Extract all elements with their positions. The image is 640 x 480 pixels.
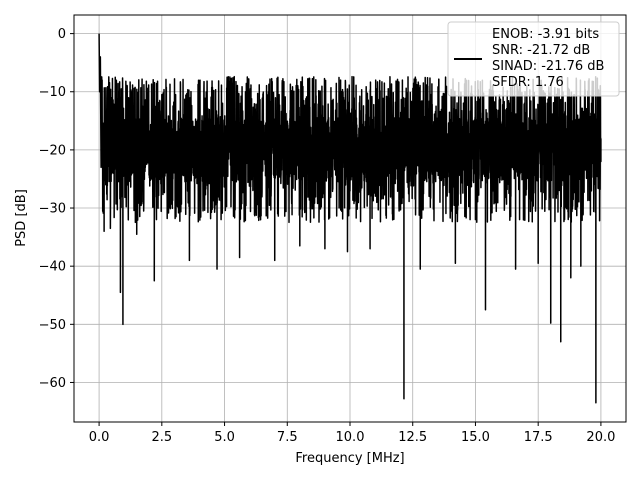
y-tick-label: −20 — [39, 143, 66, 158]
y-tick-label: −50 — [39, 318, 66, 333]
x-tick-label: 20.0 — [586, 430, 615, 445]
y-axis-label: PSD [dB] — [14, 189, 29, 247]
legend-snr: SNR: -21.72 dB — [492, 43, 590, 58]
y-axis-ticks: 0 −10 −20 −30 −40 −50 −60 — [39, 27, 74, 391]
legend: ENOB: -3.91 bits SNR: -21.72 dB SINAD: -… — [447, 21, 620, 97]
x-tick-label: 12.5 — [398, 430, 427, 445]
x-tick-label: 7.5 — [277, 430, 298, 445]
x-tick-label: 15.0 — [461, 430, 490, 445]
legend-box — [447, 21, 620, 97]
x-axis-ticks: 0.0 2.5 5.0 7.5 10.0 12.5 15.0 17.5 20.0 — [89, 422, 615, 445]
y-tick-label: −30 — [39, 202, 66, 217]
y-tick-label: −40 — [39, 260, 66, 275]
series-group — [98, 33, 602, 404]
y-tick-label: 0 — [58, 27, 66, 42]
y-tick-label: −10 — [39, 85, 66, 100]
x-tick-label: 0.0 — [89, 430, 110, 445]
legend-sinad: SINAD: -21.76 dB — [492, 59, 604, 74]
psd-series-line — [98, 33, 602, 404]
y-tick-label: −60 — [39, 376, 66, 391]
legend-sfdr: SFDR: 1.76 — [492, 75, 564, 90]
x-tick-label: 5.0 — [214, 430, 235, 445]
x-tick-label: 2.5 — [151, 430, 172, 445]
legend-enob: ENOB: -3.91 bits — [492, 27, 599, 42]
x-tick-label: 17.5 — [524, 430, 553, 445]
x-tick-label: 10.0 — [336, 430, 365, 445]
x-axis-label: Frequency [MHz] — [295, 451, 404, 466]
